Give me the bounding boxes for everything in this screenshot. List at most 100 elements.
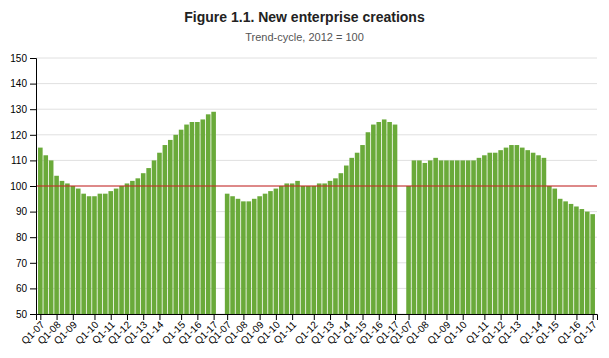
- bar: [466, 160, 471, 314]
- bar: [184, 125, 189, 314]
- bar: [585, 212, 590, 314]
- bar: [119, 186, 124, 314]
- bar: [482, 155, 487, 314]
- bar: [574, 206, 579, 314]
- tick: 110: [11, 155, 36, 166]
- tick-mark: [181, 314, 182, 320]
- tick: 100: [10, 181, 36, 192]
- bar: [279, 186, 284, 314]
- bar: [547, 186, 552, 314]
- bar: [509, 145, 514, 314]
- tick-label: 110: [11, 155, 27, 166]
- bar: [417, 160, 422, 314]
- bar: [247, 201, 252, 314]
- bar: [43, 155, 48, 314]
- bar: [301, 186, 306, 314]
- tick-mark: [484, 314, 485, 320]
- bar: [355, 153, 360, 314]
- bar: [49, 160, 54, 314]
- bar: [146, 168, 151, 314]
- bar: [306, 186, 311, 314]
- tick: 130: [10, 104, 36, 115]
- tick-mark: [30, 109, 36, 110]
- bar: [92, 196, 97, 314]
- subtitle: Trend-cycle, 2012 = 100: [245, 31, 364, 43]
- tick-mark: [463, 314, 464, 320]
- tick-label: Q1-13: [496, 319, 524, 347]
- bar: [311, 186, 316, 314]
- tick-mark: [159, 314, 160, 320]
- tick-mark: [111, 314, 112, 320]
- title: Figure 1.1. New enterprise creations: [184, 9, 425, 25]
- bar: [450, 160, 455, 314]
- bar: [366, 132, 371, 314]
- bar: [54, 176, 59, 314]
- axis-line: [30, 59, 37, 315]
- tick-mark: [379, 314, 380, 320]
- bar: [349, 158, 354, 314]
- tick-label: 60: [16, 283, 28, 294]
- bar: [141, 173, 146, 314]
- tick-mark: [314, 314, 315, 320]
- tick: 60: [16, 283, 36, 294]
- bar: [236, 199, 241, 314]
- tick-mark: [73, 314, 74, 320]
- bar: [322, 183, 327, 314]
- tick: Q1-10: [441, 314, 469, 346]
- bar: [504, 148, 509, 314]
- grid-line: [36, 58, 597, 59]
- bar: [344, 166, 349, 314]
- tick-mark: [395, 314, 396, 320]
- bar: [590, 214, 595, 314]
- bar: [38, 148, 43, 314]
- tick-label: 150: [10, 53, 27, 64]
- bar: [211, 112, 216, 314]
- bar: [339, 173, 344, 314]
- bar: [428, 160, 433, 314]
- bar: [81, 194, 86, 314]
- bar: [252, 199, 257, 314]
- tick: 80: [16, 232, 36, 243]
- bar: [493, 153, 498, 314]
- tick-mark: [143, 314, 144, 320]
- tick-label: Q1-10: [441, 319, 469, 347]
- bar: [173, 135, 178, 314]
- bar: [382, 119, 387, 314]
- bar: [76, 189, 81, 314]
- tick: 90: [16, 206, 36, 217]
- bar: [477, 158, 482, 314]
- tick-mark: [57, 314, 58, 320]
- bar: [60, 181, 65, 314]
- tick-mark: [197, 314, 198, 320]
- bar: [412, 160, 417, 314]
- tick-mark: [409, 314, 410, 320]
- bar: [230, 196, 235, 314]
- bar: [290, 183, 295, 314]
- bar: [387, 122, 392, 314]
- bar: [317, 183, 322, 314]
- tick: 140: [10, 78, 36, 89]
- tick-mark: [30, 237, 36, 238]
- bar: [536, 155, 541, 314]
- tick-mark: [214, 314, 215, 320]
- tick-mark: [94, 314, 95, 320]
- bar: [498, 150, 503, 314]
- bar: [263, 194, 268, 314]
- bar: [125, 183, 130, 314]
- tick: Q1-17: [571, 314, 599, 346]
- tick-mark: [346, 314, 347, 320]
- tick-mark: [30, 84, 36, 85]
- bar: [152, 160, 157, 314]
- tick-label: 120: [10, 130, 27, 141]
- bar: [163, 145, 168, 314]
- x-axis: Q1-07Q1-08Q1-09Q1-10Q1-11Q1-12Q1-13Q1-14…: [19, 314, 599, 346]
- bar: [333, 178, 338, 314]
- bar: [433, 158, 438, 314]
- y-axis: 5060708090100110120130140150: [10, 53, 36, 320]
- bar: [531, 153, 536, 314]
- bar: [406, 186, 411, 314]
- tick-mark: [292, 314, 293, 320]
- bar: [195, 122, 200, 314]
- tick-mark: [501, 314, 502, 320]
- tick: 70: [16, 258, 36, 269]
